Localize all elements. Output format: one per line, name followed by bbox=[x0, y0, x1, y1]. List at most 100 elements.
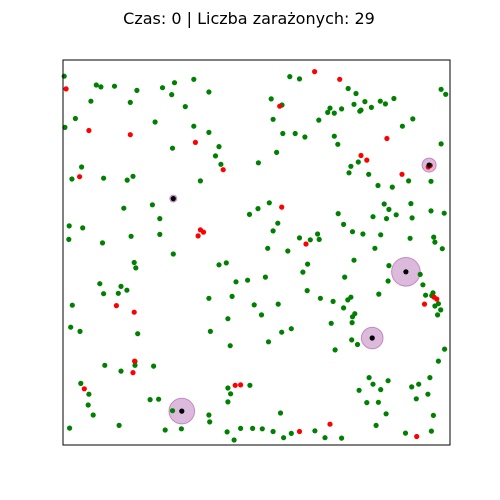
infected-point bbox=[220, 167, 226, 173]
healthy-point bbox=[246, 211, 253, 217]
healthy-point bbox=[259, 426, 265, 432]
healthy-point bbox=[99, 240, 106, 246]
healthy-point bbox=[275, 301, 281, 307]
healthy-point bbox=[428, 208, 434, 214]
healthy-point bbox=[376, 291, 382, 297]
healthy-point bbox=[178, 426, 184, 432]
healthy-point bbox=[372, 245, 378, 251]
healthy-point bbox=[270, 228, 276, 234]
healthy-point bbox=[430, 412, 436, 418]
healthy-point bbox=[349, 229, 356, 235]
healthy-point bbox=[409, 384, 415, 390]
infected-point bbox=[63, 86, 69, 92]
healthy-point bbox=[389, 184, 395, 190]
healthy-point bbox=[102, 362, 108, 368]
healthy-point bbox=[152, 119, 158, 125]
healthy-point bbox=[90, 412, 96, 418]
healthy-point bbox=[132, 362, 138, 368]
healthy-point bbox=[128, 233, 134, 239]
healthy-point bbox=[127, 99, 133, 105]
healthy-point bbox=[135, 331, 141, 337]
healthy-point bbox=[316, 236, 322, 242]
infected-point bbox=[421, 301, 428, 307]
infected-point bbox=[277, 103, 283, 109]
healthy-point bbox=[335, 211, 341, 217]
healthy-point bbox=[169, 92, 175, 98]
healthy-point bbox=[442, 346, 448, 352]
healthy-point bbox=[423, 292, 429, 298]
healthy-point bbox=[425, 391, 431, 397]
healthy-point bbox=[385, 378, 391, 384]
healthy-point bbox=[265, 339, 272, 345]
healthy-point bbox=[255, 206, 261, 212]
healthy-point bbox=[383, 411, 389, 417]
center-point bbox=[426, 162, 432, 168]
healthy-point bbox=[441, 210, 447, 216]
healthy-point bbox=[351, 101, 357, 107]
healthy-point bbox=[80, 225, 86, 231]
healthy-point bbox=[69, 302, 75, 308]
infected-point bbox=[431, 294, 437, 300]
healthy-point bbox=[435, 312, 441, 318]
healthy-point bbox=[348, 294, 354, 300]
healthy-point bbox=[218, 161, 224, 167]
healthy-point bbox=[66, 223, 72, 229]
healthy-point bbox=[345, 85, 351, 92]
healthy-point bbox=[406, 178, 412, 184]
healthy-point bbox=[191, 123, 197, 129]
center-point bbox=[403, 269, 409, 275]
healthy-point bbox=[364, 400, 370, 406]
healthy-point bbox=[332, 347, 338, 353]
healthy-point bbox=[270, 116, 276, 122]
healthy-point bbox=[133, 265, 139, 271]
infected-point bbox=[238, 382, 244, 388]
healthy-point bbox=[285, 248, 291, 254]
healthy-point bbox=[233, 279, 239, 285]
healthy-point bbox=[231, 437, 237, 443]
healthy-point bbox=[331, 110, 337, 116]
healthy-point bbox=[312, 428, 318, 434]
healthy-point bbox=[216, 144, 222, 150]
healthy-point bbox=[101, 291, 107, 297]
healthy-point bbox=[250, 425, 256, 431]
healthy-point bbox=[225, 385, 231, 391]
infected-point bbox=[86, 127, 92, 134]
healthy-point bbox=[116, 422, 122, 428]
healthy-point bbox=[229, 293, 235, 299]
healthy-point bbox=[339, 435, 345, 441]
healthy-point bbox=[262, 274, 268, 280]
healthy-point bbox=[339, 106, 345, 112]
healthy-point bbox=[170, 251, 176, 257]
healthy-point bbox=[206, 89, 212, 95]
infected-point bbox=[81, 386, 87, 392]
healthy-point bbox=[353, 90, 359, 97]
healthy-point bbox=[375, 182, 381, 189]
healthy-point bbox=[302, 134, 308, 140]
healthy-point bbox=[130, 173, 136, 179]
healthy-point bbox=[366, 171, 372, 177]
infected-point bbox=[358, 152, 364, 159]
healthy-point bbox=[270, 428, 276, 435]
healthy-point bbox=[97, 281, 103, 287]
healthy-point bbox=[296, 235, 303, 241]
healthy-point bbox=[274, 149, 280, 155]
healthy-point bbox=[169, 145, 176, 151]
infected-point bbox=[384, 135, 390, 142]
healthy-point bbox=[62, 124, 68, 130]
healthy-point bbox=[330, 298, 336, 304]
center-point bbox=[179, 408, 185, 414]
healthy-point bbox=[342, 274, 348, 280]
healthy-point bbox=[382, 101, 388, 107]
healthy-point bbox=[439, 246, 445, 252]
healthy-point bbox=[255, 160, 261, 166]
healthy-point bbox=[72, 115, 78, 122]
healthy-point bbox=[377, 98, 383, 104]
healthy-point bbox=[438, 86, 444, 92]
infected-point bbox=[414, 433, 420, 440]
healthy-point bbox=[162, 427, 168, 433]
healthy-point bbox=[118, 283, 124, 289]
healthy-point bbox=[431, 234, 437, 240]
plot-frame bbox=[62, 59, 451, 446]
healthy-point bbox=[67, 425, 73, 431]
healthy-point bbox=[393, 212, 399, 218]
